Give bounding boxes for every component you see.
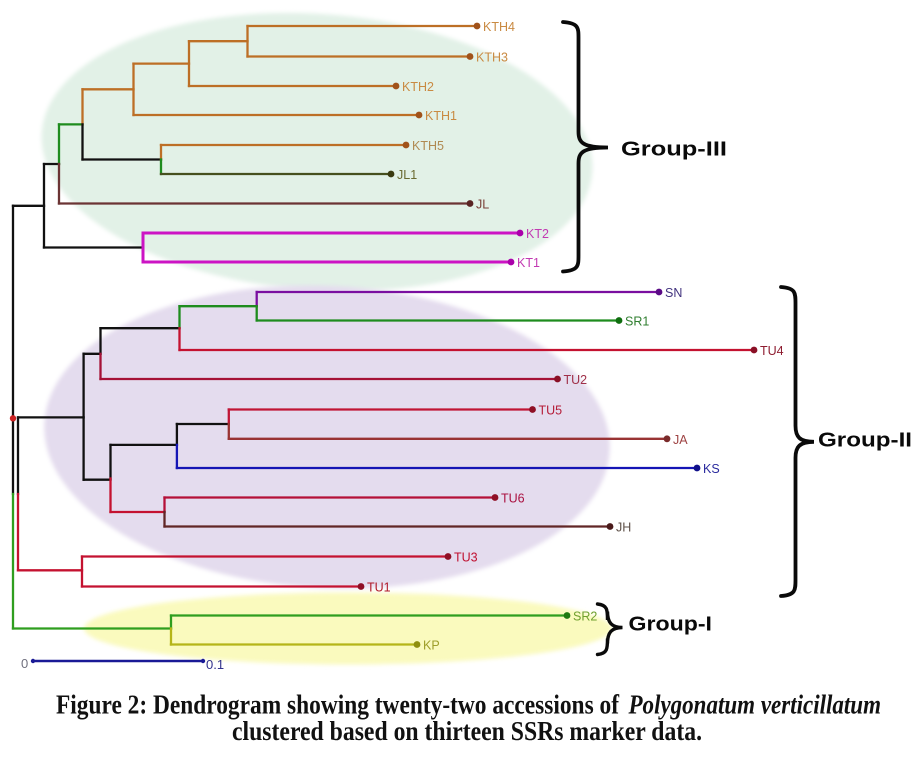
svg-text:JL1: JL1 <box>397 168 417 182</box>
svg-text:SN: SN <box>665 286 682 300</box>
svg-text:0.1: 0.1 <box>206 657 224 672</box>
svg-text:KTH3: KTH3 <box>476 51 508 65</box>
svg-text:TU2: TU2 <box>564 373 588 387</box>
svg-text:KTH2: KTH2 <box>402 80 434 94</box>
svg-text:Group-II: Group-II <box>818 430 912 452</box>
svg-text:Group-I: Group-I <box>629 614 713 636</box>
svg-text:JL: JL <box>476 198 489 212</box>
svg-text:Group-III: Group-III <box>621 139 727 161</box>
svg-text:0: 0 <box>21 656 28 671</box>
svg-text:TU4: TU4 <box>760 344 784 358</box>
svg-text:TU6: TU6 <box>501 492 525 506</box>
svg-text:KTH4: KTH4 <box>483 20 515 34</box>
svg-text:Polygonatum verticillatum: Polygonatum verticillatum <box>628 690 881 720</box>
svg-text:JA: JA <box>673 433 688 447</box>
svg-text:SR2: SR2 <box>573 610 597 624</box>
svg-text:KT1: KT1 <box>517 256 540 270</box>
svg-text:TU1: TU1 <box>367 581 391 595</box>
svg-text:KTH1: KTH1 <box>425 109 457 123</box>
svg-text:KT2: KT2 <box>526 227 549 241</box>
svg-text:KTH5: KTH5 <box>412 139 444 153</box>
svg-text:SR1: SR1 <box>625 315 649 329</box>
svg-text:TU3: TU3 <box>454 551 478 565</box>
svg-text:KP: KP <box>423 639 440 653</box>
svg-text:Figure 2: Dendrogram showing t: Figure 2: Dendrogram showing twenty-two … <box>56 690 620 720</box>
svg-text:KS: KS <box>703 462 720 476</box>
svg-text:JH: JH <box>616 521 631 535</box>
svg-text:TU5: TU5 <box>539 404 563 418</box>
svg-text:clustered based on thirteen SS: clustered based on thirteen SSRs marker … <box>232 716 702 746</box>
